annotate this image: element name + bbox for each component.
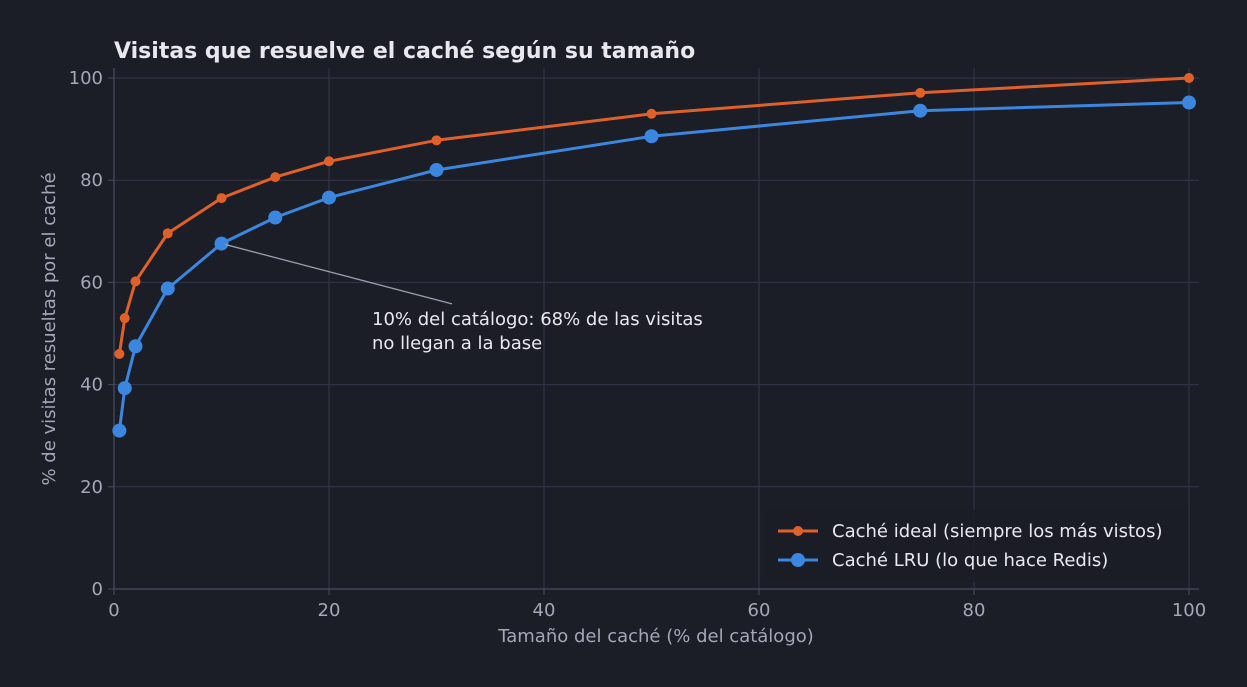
x-tick-label: 80: [963, 600, 986, 621]
data-point: [646, 108, 657, 119]
y-tick-label: 20: [80, 477, 103, 498]
data-point: [128, 339, 143, 354]
grid: [114, 68, 1199, 589]
data-point: [112, 423, 127, 438]
legend: Caché ideal (siempre los más vistos) Cach…: [766, 510, 1188, 582]
x-tick-label: 40: [533, 600, 556, 621]
data-point: [119, 313, 130, 324]
data-point: [130, 276, 141, 287]
x-tick-label: 0: [108, 600, 119, 621]
x-tick-label: 60: [748, 600, 771, 621]
annotation-text: no llegan a la base: [372, 333, 542, 354]
y-tick-label: 100: [69, 68, 103, 89]
data-point: [117, 381, 132, 396]
data-point: [915, 87, 926, 98]
x-axis-label: Tamaño del caché (% del catálogo): [497, 626, 814, 647]
annotation-text: 10% del catálogo: 68% de las visitas: [372, 309, 703, 330]
data-point: [1184, 73, 1194, 83]
data-point: [162, 228, 173, 239]
axes: 0 20 40 60 80 100 0 20 40 60 80 100: [69, 68, 1206, 621]
legend-swatch-marker: [791, 553, 805, 567]
data-point: [324, 156, 334, 167]
data-point: [429, 162, 444, 177]
data-point: [913, 103, 928, 118]
data-point: [268, 210, 283, 225]
x-tick-label: 100: [1172, 600, 1206, 621]
data-point: [322, 190, 336, 205]
y-axis-label: % de visitas resueltas por el caché: [39, 172, 60, 485]
legend-label: Caché LRU (lo que hace Redis): [832, 550, 1108, 571]
annotation-arrow: [225, 243, 453, 305]
data-point: [431, 135, 442, 146]
data-point: [160, 281, 175, 296]
chart-title: Visitas que resuelve el caché según su t…: [114, 39, 695, 64]
y-tick-label: 60: [80, 272, 103, 293]
series-1: [114, 73, 1194, 359]
annotation: 10% del catálogo: 68% de las visitas no l…: [225, 243, 703, 354]
data-point: [216, 193, 227, 204]
legend-label: Caché ideal (siempre los más vistos): [832, 521, 1162, 542]
y-tick-label: 40: [80, 375, 103, 396]
legend-background: [766, 510, 1188, 582]
y-tick-label: 0: [92, 579, 103, 600]
series-line: [117, 101, 1190, 431]
x-tick-label: 20: [318, 600, 341, 621]
y-tick-label: 80: [80, 170, 103, 191]
data-point: [1182, 95, 1196, 110]
data-point: [270, 172, 281, 183]
data-point: [114, 348, 125, 359]
series-layer: [112, 73, 1196, 438]
data-point: [644, 129, 659, 144]
legend-swatch-marker: [793, 526, 803, 536]
data-point: [214, 236, 229, 251]
series-2: [112, 95, 1196, 438]
